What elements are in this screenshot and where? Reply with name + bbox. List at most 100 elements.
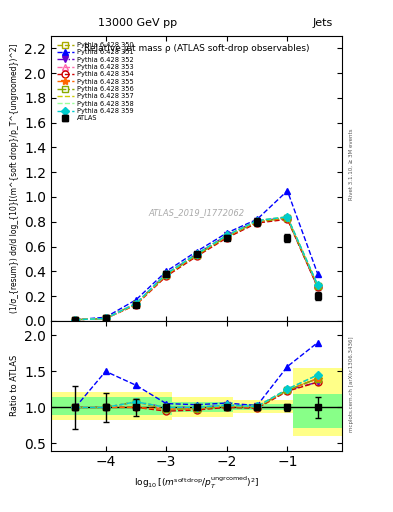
Pythia 6.428 358 — [73, 316, 78, 323]
Pythia 6.428 358 — [255, 218, 259, 224]
Pythia 6.428 351 — [285, 188, 290, 194]
Pythia 6.428 357 — [285, 214, 290, 220]
Pythia 6.428 353 — [73, 316, 78, 323]
Pythia 6.428 354 — [315, 285, 320, 291]
Pythia 6.428 356 — [194, 252, 199, 259]
Pythia 6.428 352 — [194, 251, 199, 257]
Pythia 6.428 350 — [164, 272, 169, 278]
X-axis label: $\log_{10}[(m^{\mathrm{soft\,drop}}/p_T^{\mathrm{ungroomed}})^2]$: $\log_{10}[(m^{\mathrm{soft\,drop}}/p_T^… — [134, 475, 259, 492]
Pythia 6.428 356 — [285, 215, 290, 221]
Pythia 6.428 354 — [224, 235, 229, 241]
Pythia 6.428 358 — [103, 315, 108, 322]
Pythia 6.428 350 — [285, 215, 290, 221]
Line: Pythia 6.428 359: Pythia 6.428 359 — [73, 214, 320, 323]
Line: Pythia 6.428 357: Pythia 6.428 357 — [75, 217, 318, 319]
Pythia 6.428 354 — [285, 216, 290, 222]
Pythia 6.428 359 — [224, 232, 229, 239]
Pythia 6.428 351 — [255, 216, 259, 222]
Pythia 6.428 357 — [73, 316, 78, 323]
Pythia 6.428 351 — [315, 271, 320, 277]
Pythia 6.428 353 — [134, 301, 138, 307]
Pythia 6.428 351 — [164, 268, 169, 274]
Pythia 6.428 350 — [103, 315, 108, 322]
Y-axis label: (1/σ_{resum}) dσ/d log_{10}[(m^{soft drop}/p_T^{ungroomed})^2]: (1/σ_{resum}) dσ/d log_{10}[(m^{soft dro… — [9, 44, 18, 313]
Text: 13000 GeV pp: 13000 GeV pp — [98, 18, 177, 28]
Pythia 6.428 355 — [224, 233, 229, 240]
Pythia 6.428 354 — [194, 253, 199, 260]
Pythia 6.428 354 — [73, 316, 78, 323]
Pythia 6.428 356 — [73, 316, 78, 323]
Pythia 6.428 355 — [164, 272, 169, 278]
Pythia 6.428 350 — [315, 283, 320, 289]
Pythia 6.428 356 — [224, 233, 229, 240]
Text: mcplots.cern.ch [arXiv:1306.3436]: mcplots.cern.ch [arXiv:1306.3436] — [349, 336, 354, 432]
Pythia 6.428 359 — [134, 301, 138, 307]
Pythia 6.428 358 — [164, 271, 169, 277]
Pythia 6.428 356 — [315, 283, 320, 289]
Pythia 6.428 359 — [285, 214, 290, 220]
Legend: Pythia 6.428 350, Pythia 6.428 351, Pythia 6.428 352, Pythia 6.428 353, Pythia 6: Pythia 6.428 350, Pythia 6.428 351, Pyth… — [54, 39, 136, 124]
Pythia 6.428 352 — [255, 218, 259, 224]
Pythia 6.428 355 — [134, 302, 138, 308]
Line: Pythia 6.428 352: Pythia 6.428 352 — [72, 215, 321, 323]
Pythia 6.428 359 — [255, 218, 259, 224]
Pythia 6.428 352 — [73, 316, 78, 323]
Pythia 6.428 352 — [315, 285, 320, 291]
Line: Pythia 6.428 358: Pythia 6.428 358 — [75, 217, 318, 319]
Pythia 6.428 351 — [194, 248, 199, 254]
Pythia 6.428 350 — [194, 252, 199, 259]
Text: ATLAS_2019_I1772062: ATLAS_2019_I1772062 — [149, 208, 244, 217]
Pythia 6.428 359 — [315, 282, 320, 288]
Pythia 6.428 350 — [224, 233, 229, 240]
Pythia 6.428 357 — [103, 315, 108, 322]
Pythia 6.428 355 — [103, 315, 108, 322]
Pythia 6.428 350 — [255, 219, 259, 225]
Pythia 6.428 357 — [224, 232, 229, 239]
Pythia 6.428 359 — [194, 251, 199, 257]
Line: Pythia 6.428 355: Pythia 6.428 355 — [71, 214, 322, 324]
Pythia 6.428 352 — [103, 315, 108, 322]
Pythia 6.428 352 — [224, 232, 229, 239]
Pythia 6.428 355 — [255, 219, 259, 225]
Pythia 6.428 357 — [164, 271, 169, 277]
Text: Jets: Jets — [312, 18, 332, 28]
Pythia 6.428 352 — [134, 301, 138, 307]
Pythia 6.428 351 — [224, 230, 229, 236]
Pythia 6.428 351 — [103, 314, 108, 321]
Pythia 6.428 355 — [73, 316, 78, 323]
Pythia 6.428 354 — [255, 220, 259, 226]
Pythia 6.428 353 — [103, 315, 108, 322]
Pythia 6.428 357 — [315, 282, 320, 288]
Pythia 6.428 353 — [285, 215, 290, 221]
Text: Rivet 3.1.10, ≥ 3M events: Rivet 3.1.10, ≥ 3M events — [349, 128, 354, 200]
Pythia 6.428 358 — [315, 282, 320, 288]
Pythia 6.428 350 — [134, 301, 138, 307]
Pythia 6.428 356 — [103, 315, 108, 322]
Pythia 6.428 353 — [194, 252, 199, 259]
Pythia 6.428 350 — [73, 316, 78, 323]
Line: Pythia 6.428 356: Pythia 6.428 356 — [72, 215, 321, 323]
Pythia 6.428 358 — [224, 232, 229, 239]
Pythia 6.428 353 — [224, 233, 229, 240]
Pythia 6.428 353 — [255, 219, 259, 225]
Text: Relative jet mass ρ (ATLAS soft-drop observables): Relative jet mass ρ (ATLAS soft-drop obs… — [84, 45, 309, 53]
Line: Pythia 6.428 351: Pythia 6.428 351 — [72, 187, 321, 323]
Pythia 6.428 356 — [255, 219, 259, 225]
Line: Pythia 6.428 350: Pythia 6.428 350 — [72, 215, 321, 323]
Pythia 6.428 359 — [103, 315, 108, 322]
Pythia 6.428 351 — [134, 297, 138, 303]
Line: Pythia 6.428 354: Pythia 6.428 354 — [72, 216, 321, 323]
Pythia 6.428 359 — [164, 271, 169, 277]
Pythia 6.428 357 — [255, 218, 259, 224]
Pythia 6.428 358 — [194, 251, 199, 257]
Pythia 6.428 354 — [134, 302, 138, 308]
Pythia 6.428 353 — [164, 272, 169, 278]
Pythia 6.428 352 — [164, 271, 169, 277]
Pythia 6.428 351 — [73, 316, 78, 323]
Pythia 6.428 356 — [134, 301, 138, 307]
Pythia 6.428 358 — [285, 214, 290, 220]
Pythia 6.428 357 — [194, 251, 199, 257]
Pythia 6.428 353 — [315, 283, 320, 289]
Pythia 6.428 359 — [73, 316, 78, 323]
Pythia 6.428 355 — [194, 252, 199, 259]
